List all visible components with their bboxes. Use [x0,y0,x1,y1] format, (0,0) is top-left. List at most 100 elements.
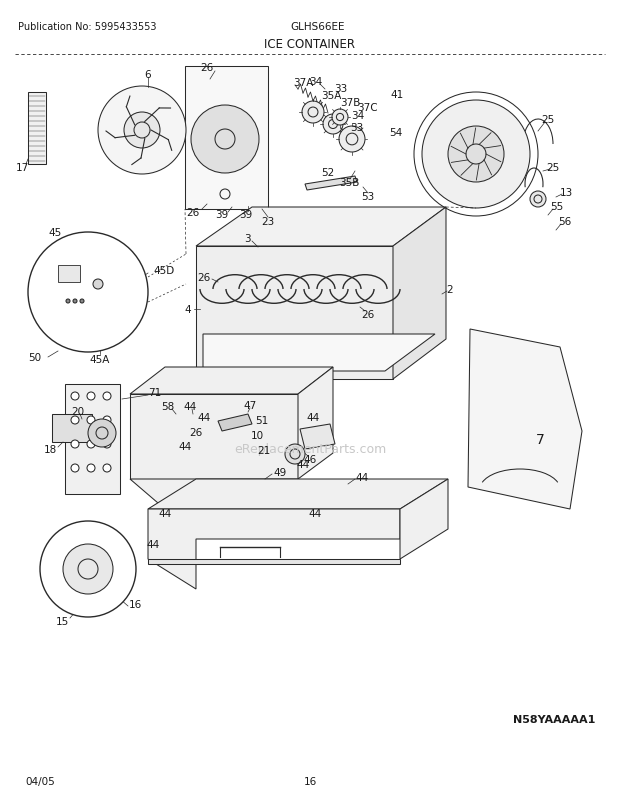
Text: 13: 13 [559,188,573,198]
Text: GLHS66EE: GLHS66EE [291,22,345,32]
Polygon shape [130,480,333,509]
Text: 58: 58 [161,402,175,411]
Text: 47: 47 [244,400,257,411]
Text: 45D: 45D [153,265,174,276]
Circle shape [530,192,546,208]
Text: 26: 26 [361,310,374,320]
Text: 15: 15 [55,616,69,626]
Circle shape [88,419,116,448]
Text: 23: 23 [262,217,275,227]
Text: 04/05: 04/05 [25,776,55,786]
Circle shape [323,115,343,135]
Circle shape [71,416,79,424]
Circle shape [103,416,111,424]
Text: 33: 33 [334,84,348,94]
Polygon shape [130,395,298,480]
Polygon shape [130,367,333,395]
Circle shape [87,392,95,400]
FancyBboxPatch shape [65,384,120,494]
Text: 45: 45 [48,228,61,237]
Circle shape [302,102,324,124]
Polygon shape [148,480,448,509]
Circle shape [103,440,111,448]
Circle shape [73,300,77,304]
Polygon shape [148,509,400,589]
Polygon shape [218,415,252,431]
Text: 44: 44 [306,412,320,423]
Circle shape [87,440,95,448]
Circle shape [332,110,348,126]
Text: Publication No: 5995433553: Publication No: 5995433553 [18,22,156,32]
Text: 52: 52 [321,168,335,178]
Text: 44: 44 [355,472,369,482]
Polygon shape [185,67,268,210]
Text: 44: 44 [184,402,197,411]
Circle shape [339,127,365,153]
Text: 10: 10 [250,431,264,440]
FancyBboxPatch shape [28,93,46,164]
Text: 49: 49 [273,468,286,477]
Polygon shape [196,208,446,247]
Text: 25: 25 [541,115,555,125]
Text: 41: 41 [391,90,404,100]
Text: 37B: 37B [340,98,360,107]
Circle shape [87,416,95,424]
Text: 7: 7 [536,432,544,447]
Circle shape [66,300,70,304]
Text: 50: 50 [29,353,42,363]
Text: 35A: 35A [321,91,342,101]
Text: 46: 46 [303,455,317,464]
Text: 55: 55 [551,202,564,212]
Text: 44: 44 [146,539,159,549]
Circle shape [124,113,160,149]
Polygon shape [148,559,400,565]
Polygon shape [300,424,335,449]
Text: 2: 2 [446,285,453,294]
Text: N58YAAAAA1: N58YAAAAA1 [513,714,595,724]
Text: 45B: 45B [105,274,120,283]
Circle shape [103,464,111,472]
Circle shape [28,233,148,353]
Text: 21: 21 [257,445,270,456]
Text: 37A: 37A [293,78,313,88]
Circle shape [448,127,504,183]
FancyBboxPatch shape [52,415,92,443]
Circle shape [191,106,259,174]
Polygon shape [305,176,357,191]
Text: 20: 20 [71,407,84,416]
Circle shape [98,87,186,175]
Text: 3: 3 [244,233,250,244]
Circle shape [40,521,136,618]
Circle shape [87,464,95,472]
Text: 39: 39 [215,210,229,220]
Text: 34: 34 [352,111,365,121]
Circle shape [285,444,305,464]
Text: 33: 33 [350,123,363,133]
Text: 25: 25 [546,163,560,172]
Text: 44: 44 [158,508,172,518]
Polygon shape [203,334,435,371]
Text: 26: 26 [189,427,203,437]
Text: 45A: 45A [55,305,70,314]
Circle shape [103,392,111,400]
Circle shape [71,392,79,400]
Text: 6: 6 [144,70,151,80]
Circle shape [71,440,79,448]
Circle shape [63,545,113,594]
Circle shape [422,101,530,209]
FancyBboxPatch shape [58,265,80,282]
Polygon shape [393,208,446,379]
Polygon shape [468,330,582,509]
Text: 18: 18 [43,444,56,455]
Text: 54: 54 [389,128,402,138]
Text: 16: 16 [303,776,317,786]
Text: 39: 39 [239,210,252,220]
Circle shape [71,464,79,472]
Text: 44: 44 [308,508,322,518]
Circle shape [93,280,103,290]
Text: 37C: 37C [356,103,378,113]
Text: 34: 34 [309,77,322,87]
Text: 44: 44 [179,441,192,452]
Text: 44: 44 [197,412,211,423]
Text: 26: 26 [187,208,200,217]
